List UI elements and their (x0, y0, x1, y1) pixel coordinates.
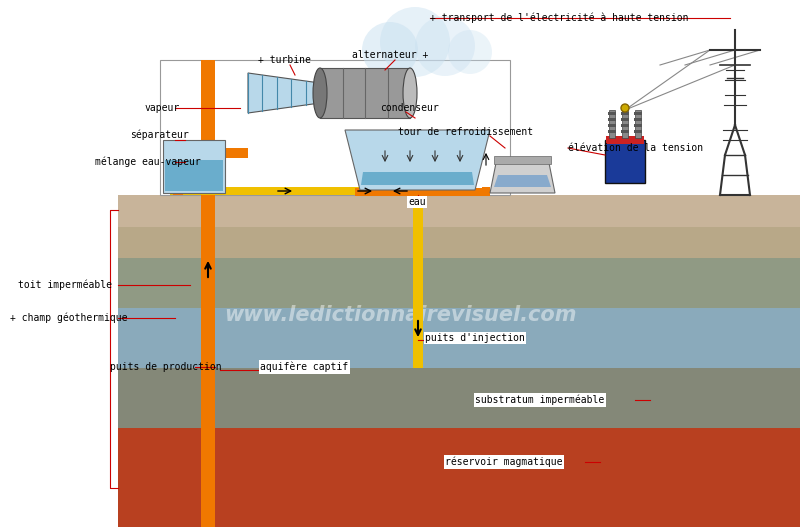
Bar (160, 60, 510, 195)
Bar (118, 258, 800, 308)
Text: séparateur: séparateur (130, 130, 189, 140)
Text: + turbine: + turbine (258, 55, 311, 65)
Text: puits de production: puits de production (110, 362, 222, 372)
Bar (494, 156, 551, 164)
Bar (634, 112, 642, 115)
Bar (622, 110, 628, 138)
Polygon shape (345, 130, 490, 190)
Bar (606, 136, 644, 144)
Bar (163, 140, 225, 193)
Bar (621, 130, 629, 133)
Polygon shape (494, 175, 551, 187)
Text: + transport de l'électricité à haute tension: + transport de l'électricité à haute ten… (430, 13, 689, 23)
Text: eau: eau (408, 197, 426, 207)
Bar (621, 112, 629, 115)
Bar (118, 195, 800, 227)
Bar (223, 148, 248, 158)
Bar (355, 188, 490, 196)
Text: réservoir magmatique: réservoir magmatique (445, 457, 562, 467)
Polygon shape (490, 163, 555, 193)
Bar (320, 68, 410, 118)
Bar (605, 140, 645, 183)
Bar (413, 185, 423, 205)
Text: mélange eau-vapeur: mélange eau-vapeur (95, 157, 201, 167)
Polygon shape (248, 73, 320, 113)
Bar (608, 124, 616, 127)
Bar (608, 130, 616, 133)
Text: tour de refroidissement: tour de refroidissement (398, 127, 533, 137)
Text: + champ géothermique: + champ géothermique (10, 313, 127, 323)
Text: vapeur: vapeur (145, 103, 180, 113)
Text: puits d'injection: puits d'injection (425, 333, 525, 343)
Bar (608, 118, 616, 121)
Bar (621, 124, 629, 127)
Bar (165, 160, 223, 191)
Bar (118, 428, 800, 527)
Text: condenseur: condenseur (380, 103, 438, 113)
Polygon shape (361, 172, 474, 185)
Text: substratum imperméable: substratum imperméable (475, 395, 604, 405)
Bar (634, 118, 642, 121)
Circle shape (415, 16, 475, 76)
Bar (634, 130, 642, 133)
Bar (118, 227, 800, 258)
Bar (118, 368, 800, 428)
Text: www.ledictionnairevisuel.com: www.ledictionnairevisuel.com (224, 305, 576, 325)
Text: toit imperméable: toit imperméable (18, 280, 112, 290)
Circle shape (621, 104, 629, 112)
Bar (621, 118, 629, 121)
Bar (635, 110, 641, 138)
Ellipse shape (403, 68, 417, 118)
Bar (609, 110, 615, 138)
Bar (201, 195, 215, 527)
Bar (608, 112, 616, 115)
Ellipse shape (313, 68, 327, 118)
Circle shape (362, 22, 418, 78)
Circle shape (380, 7, 450, 77)
Text: alternateur +: alternateur + (352, 50, 428, 60)
Bar (482, 187, 490, 190)
Text: élévation de la tension: élévation de la tension (568, 143, 703, 153)
Bar (173, 191, 183, 195)
Bar (413, 195, 423, 368)
Bar (118, 308, 800, 368)
Bar (170, 187, 418, 195)
Text: aquifère captif: aquifère captif (260, 362, 348, 372)
Bar (201, 60, 215, 195)
Bar (634, 124, 642, 127)
Circle shape (448, 30, 492, 74)
